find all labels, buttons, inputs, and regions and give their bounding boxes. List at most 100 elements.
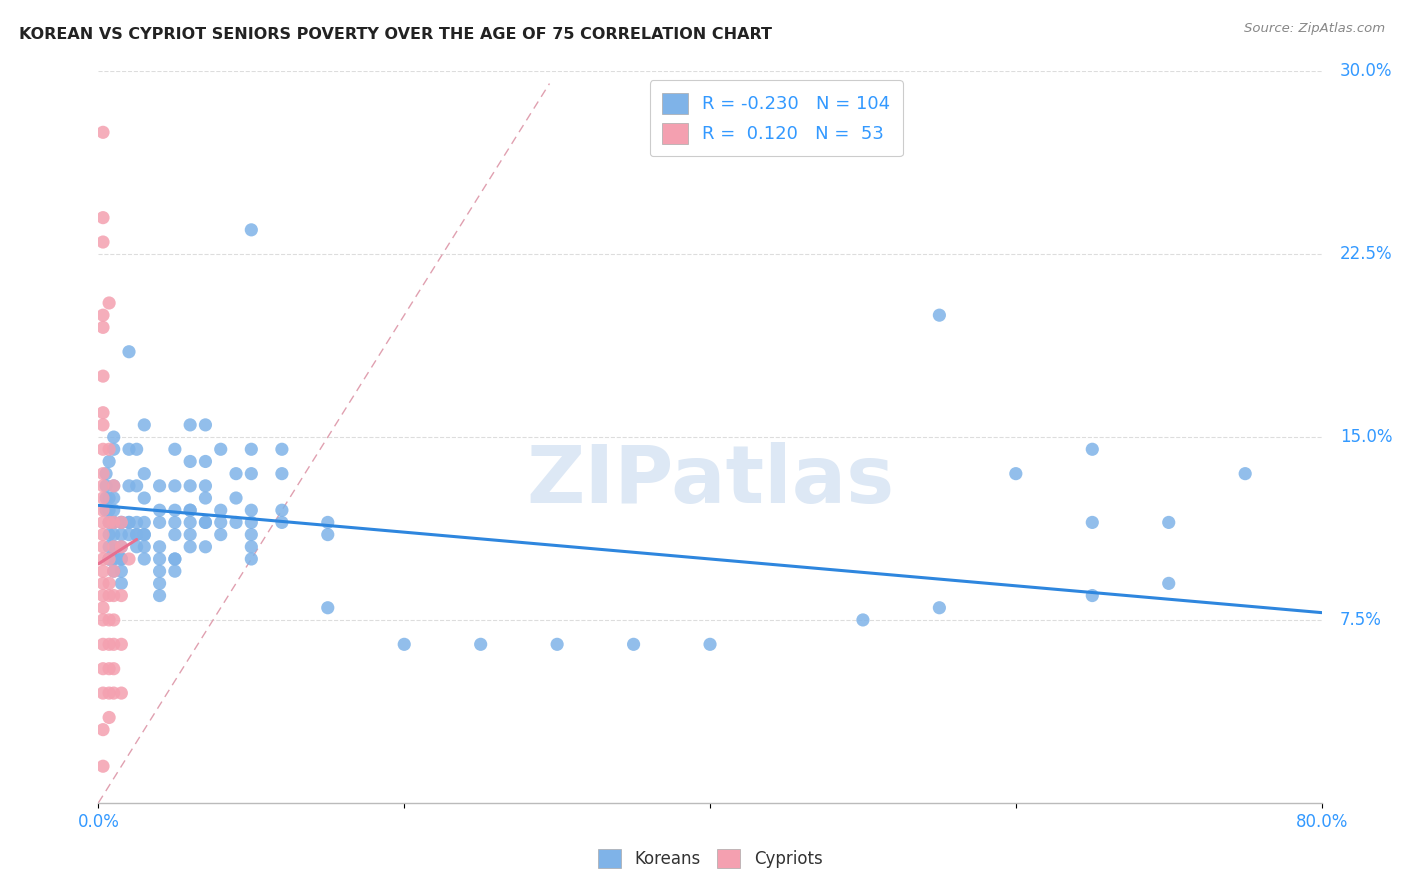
Point — [110, 552, 132, 566]
Point — [98, 527, 121, 541]
Point — [98, 503, 121, 517]
Point — [103, 479, 125, 493]
Point — [163, 516, 186, 530]
Point — [91, 467, 114, 481]
Point — [91, 235, 114, 249]
Point — [98, 540, 121, 554]
Point — [194, 417, 217, 432]
Point — [98, 589, 121, 603]
Point — [91, 527, 114, 541]
Point — [134, 516, 156, 530]
Point — [179, 503, 201, 517]
Point — [149, 503, 172, 517]
Point — [118, 552, 141, 566]
Point — [110, 589, 132, 603]
Point — [103, 662, 125, 676]
Point — [163, 442, 186, 457]
Point — [316, 527, 339, 541]
Point — [94, 491, 117, 505]
Point — [270, 467, 292, 481]
Point — [91, 552, 114, 566]
Point — [194, 540, 217, 554]
Point — [149, 564, 172, 578]
Point — [928, 308, 950, 322]
Point — [163, 503, 186, 517]
Point — [209, 516, 232, 530]
Point — [623, 637, 645, 651]
Point — [209, 503, 232, 517]
Point — [194, 491, 217, 505]
Point — [1157, 576, 1180, 591]
Point — [179, 417, 201, 432]
Point — [103, 479, 125, 493]
Point — [125, 527, 148, 541]
Point — [134, 552, 156, 566]
Point — [98, 686, 121, 700]
Point — [98, 710, 121, 724]
Point — [94, 503, 117, 517]
Point — [91, 637, 114, 651]
Point — [103, 564, 125, 578]
Point — [103, 516, 125, 530]
Point — [98, 576, 121, 591]
Point — [94, 467, 117, 481]
Point — [118, 516, 141, 530]
Point — [118, 516, 141, 530]
Point — [194, 516, 217, 530]
Point — [163, 479, 186, 493]
Point — [110, 516, 132, 530]
Point — [110, 686, 132, 700]
Point — [179, 479, 201, 493]
Point — [91, 125, 114, 139]
Point — [103, 503, 125, 517]
Point — [118, 344, 141, 359]
Point — [91, 576, 114, 591]
Point — [240, 516, 263, 530]
Point — [546, 637, 568, 651]
Point — [103, 516, 125, 530]
Point — [194, 516, 217, 530]
Point — [98, 296, 121, 310]
Point — [240, 527, 263, 541]
Point — [110, 516, 132, 530]
Point — [103, 637, 125, 651]
Legend: Koreans, Cypriots: Koreans, Cypriots — [591, 842, 830, 875]
Point — [103, 540, 125, 554]
Point — [240, 552, 263, 566]
Point — [98, 516, 121, 530]
Text: 7.5%: 7.5% — [1340, 611, 1382, 629]
Point — [110, 540, 132, 554]
Point — [98, 454, 121, 468]
Point — [1081, 589, 1104, 603]
Point — [316, 600, 339, 615]
Point — [149, 516, 172, 530]
Point — [470, 637, 492, 651]
Point — [149, 552, 172, 566]
Point — [91, 503, 114, 517]
Point — [103, 442, 125, 457]
Point — [103, 552, 125, 566]
Point — [103, 540, 125, 554]
Point — [125, 479, 148, 493]
Point — [91, 759, 114, 773]
Point — [270, 442, 292, 457]
Point — [163, 552, 186, 566]
Point — [103, 613, 125, 627]
Point — [1081, 442, 1104, 457]
Point — [91, 613, 114, 627]
Point — [149, 479, 172, 493]
Point — [91, 564, 114, 578]
Point — [91, 442, 114, 457]
Text: Source: ZipAtlas.com: Source: ZipAtlas.com — [1244, 22, 1385, 36]
Point — [134, 527, 156, 541]
Point — [91, 540, 114, 554]
Point — [240, 223, 263, 237]
Point — [125, 540, 148, 554]
Point — [194, 454, 217, 468]
Point — [98, 552, 121, 566]
Point — [240, 442, 263, 457]
Point — [98, 516, 121, 530]
Point — [91, 662, 114, 676]
Point — [110, 637, 132, 651]
Point — [225, 467, 247, 481]
